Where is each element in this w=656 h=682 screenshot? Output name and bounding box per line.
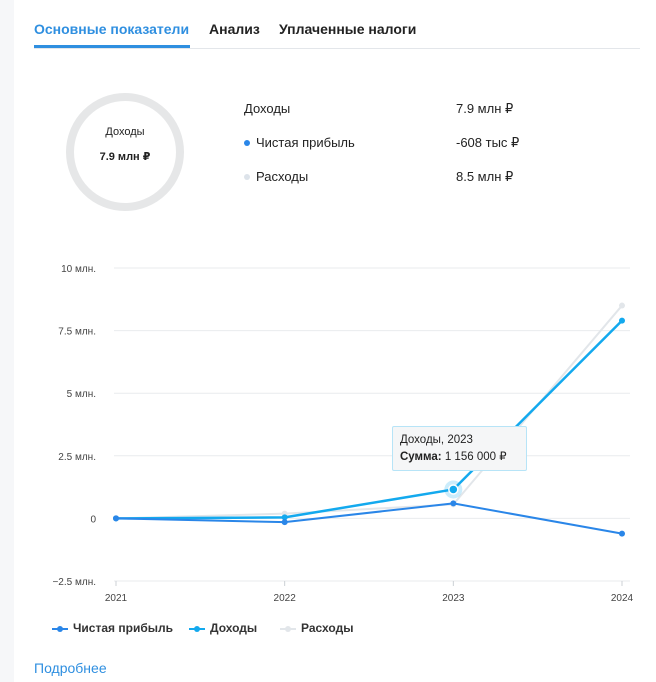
summary-value: 7.9 млн ₽ <box>456 101 514 116</box>
data-point <box>281 519 288 526</box>
y-tick-label: 7.5 млн. <box>58 327 96 338</box>
legend-label: Расходы <box>301 621 354 635</box>
financial-line-chart: 10 млн. 7.5 млн. 5 млн. 2.5 млн. 0 −2.5 млн. 2… <box>52 264 634 604</box>
series-line-net-profit <box>115 502 623 535</box>
more-link[interactable]: Подробнее <box>34 660 107 676</box>
series-color-dot <box>244 139 250 146</box>
legend-marker <box>189 626 205 632</box>
tab-analysis[interactable]: Анализ <box>209 21 260 37</box>
tab-paid-taxes[interactable]: Уплаченные налоги <box>279 21 417 37</box>
summary-label: Расходы <box>256 169 309 184</box>
y-tick-label: 0 <box>90 514 96 525</box>
tooltip-sum-value: 1 156 000 ₽ <box>444 451 507 463</box>
income-donut <box>66 93 184 211</box>
tooltip-sum-label: Сумма: <box>400 451 442 463</box>
summary-value: -608 тыс ₽ <box>456 135 520 150</box>
data-point <box>619 302 625 309</box>
legend-marker <box>52 626 68 632</box>
series-line-income <box>115 319 623 520</box>
active-tab-indicator <box>34 45 190 48</box>
tab-bar: Основные показатели Анализ Уплаченные на… <box>34 12 640 49</box>
donut-value: 7.9 млн ₽ <box>99 151 151 163</box>
data-point <box>113 515 119 522</box>
summary-row-net-profit: Чистая прибыль -608 тыс ₽ <box>244 135 564 155</box>
data-point <box>619 317 625 324</box>
summary-label: Чистая прибыль <box>256 135 355 150</box>
data-point <box>281 514 288 521</box>
chart-tooltip: Доходы, 2023 Сумма: 1 156 000 ₽ <box>392 426 527 471</box>
x-tick-label: 2022 <box>274 593 297 604</box>
legend-label: Доходы <box>210 621 258 635</box>
highlight-point <box>448 484 459 495</box>
x-tick-label: 2024 <box>611 593 634 604</box>
y-tick-label: 5 млн. <box>67 389 96 400</box>
summary-row-income: Доходы 7.9 млн ₽ <box>244 101 564 121</box>
summary-value: 8.5 млн ₽ <box>456 169 514 184</box>
series-line-expenses <box>115 304 623 520</box>
summary-label: Доходы <box>244 101 291 116</box>
y-tick-label: −2.5 млн. <box>52 577 96 588</box>
x-tick-label: 2021 <box>105 593 128 604</box>
data-point <box>450 500 457 507</box>
data-point <box>619 530 625 537</box>
summary-row-expenses: Расходы 8.5 млн ₽ <box>244 169 564 189</box>
series-color-dot <box>244 173 250 180</box>
donut-label: Доходы <box>105 126 145 138</box>
legend-marker <box>280 626 296 632</box>
y-tick-label: 10 млн. <box>61 264 96 275</box>
tooltip-title: Доходы, 2023 <box>400 434 473 446</box>
x-tick-label: 2023 <box>442 593 465 604</box>
legend-label: Чистая прибыль <box>73 621 173 635</box>
indicators-card: Основные показатели Анализ Уплаченные на… <box>14 0 656 682</box>
y-tick-label: 2.5 млн. <box>58 452 96 463</box>
tab-main-indicators[interactable]: Основные показатели <box>34 21 190 37</box>
